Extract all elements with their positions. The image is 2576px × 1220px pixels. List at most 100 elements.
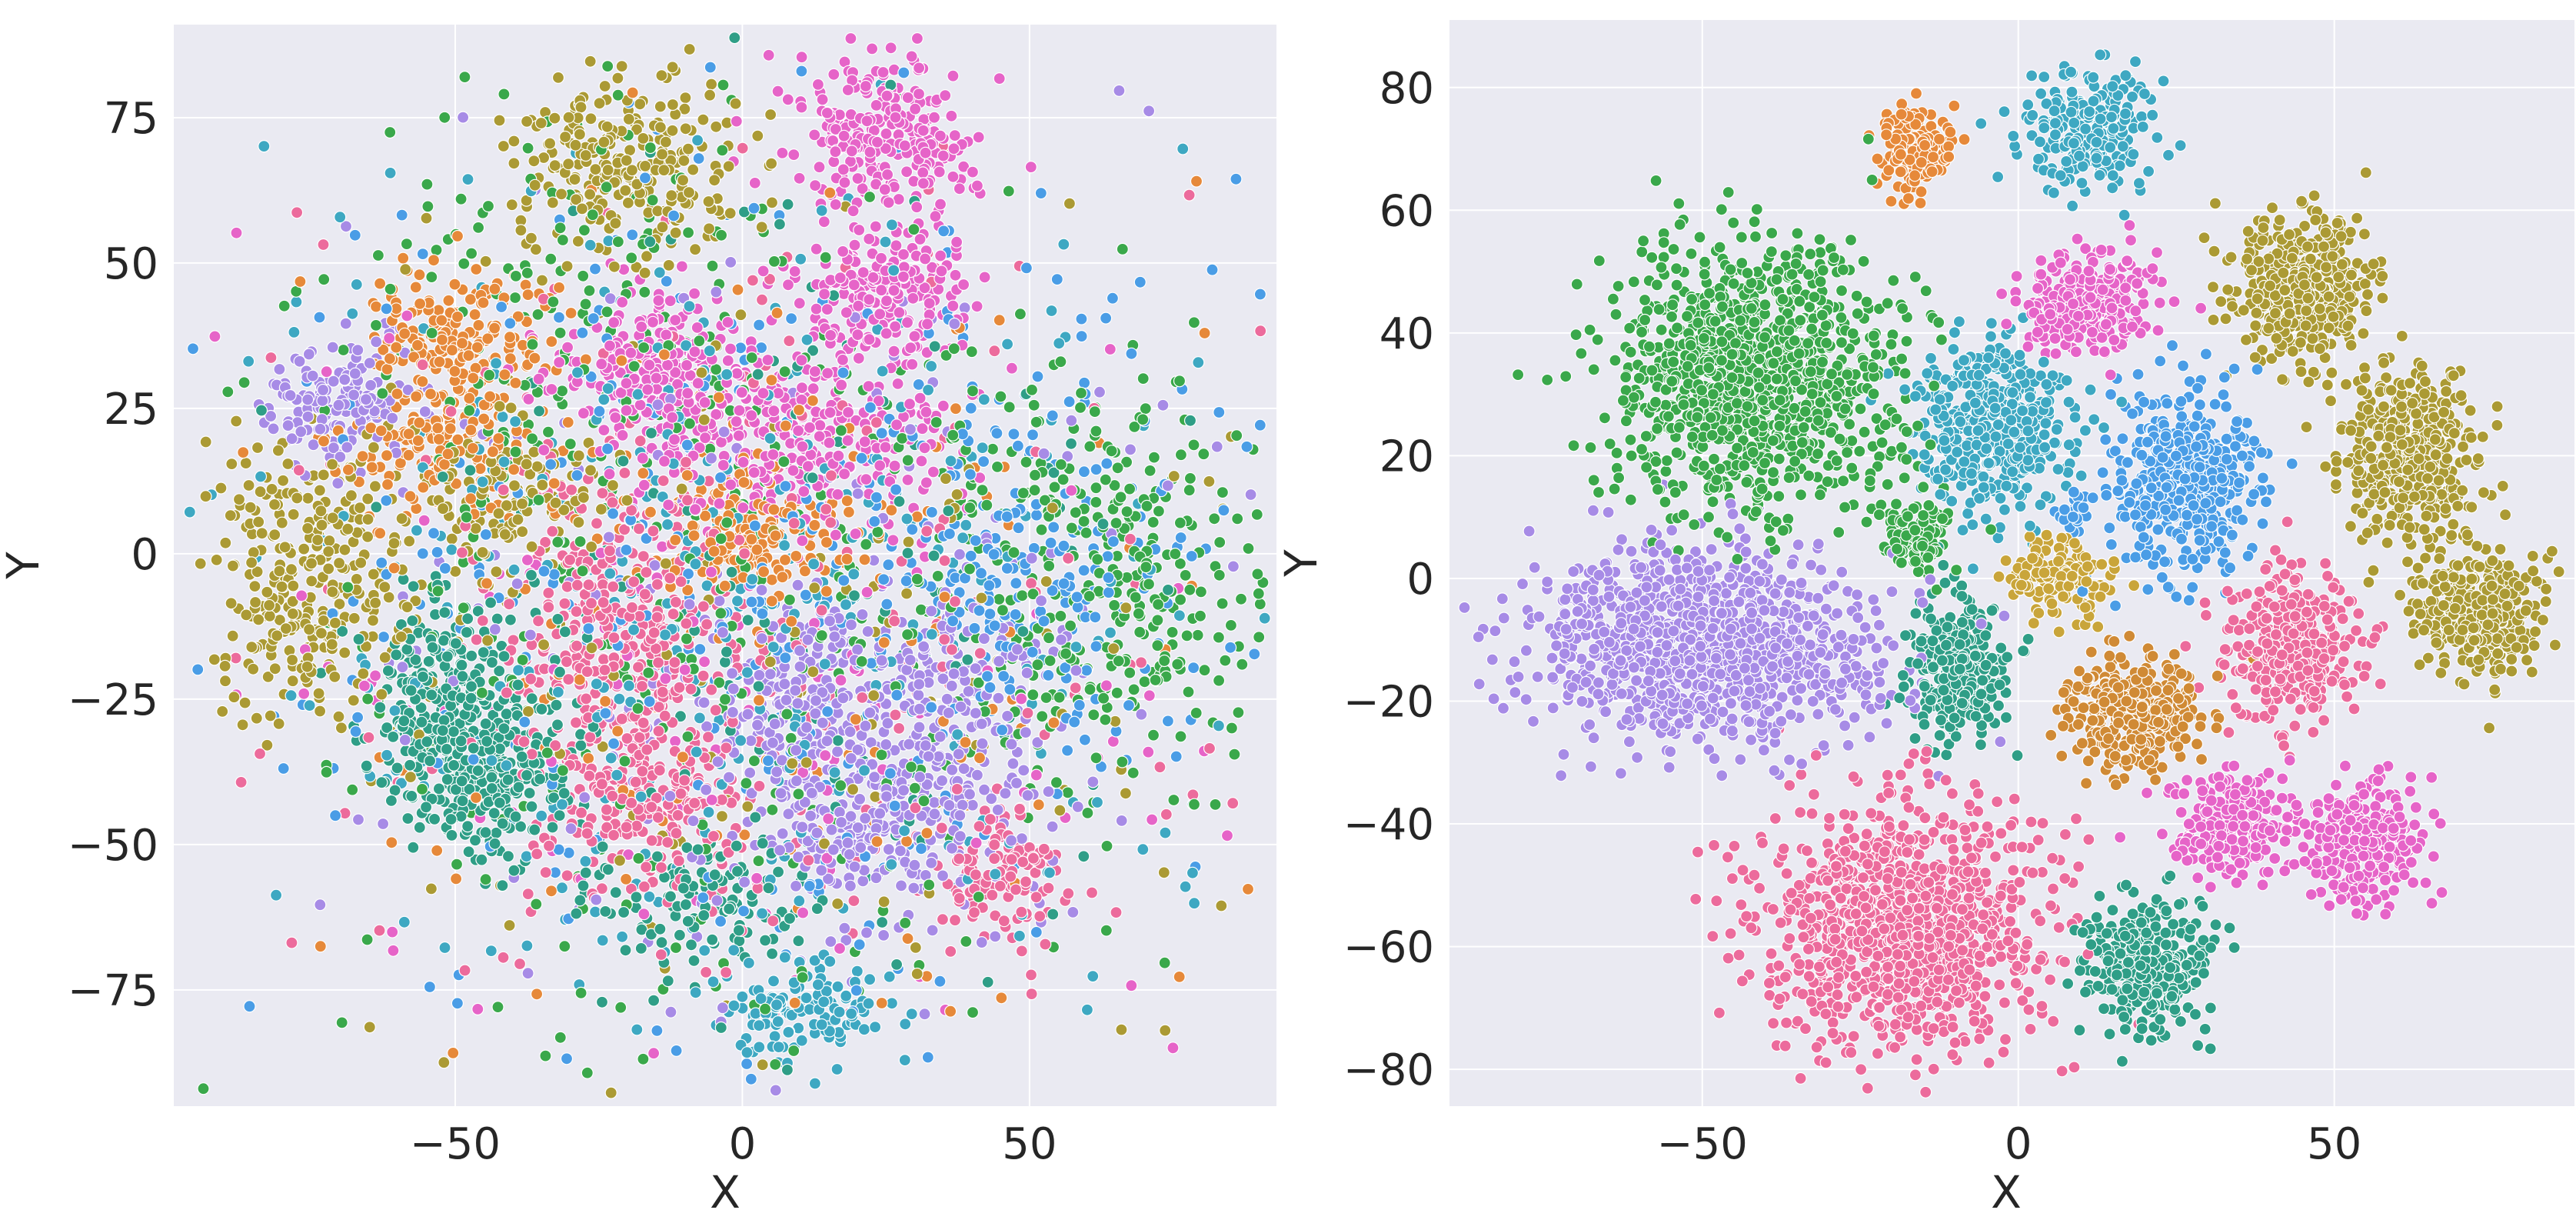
- data-point: [582, 752, 595, 765]
- data-point: [857, 1023, 871, 1036]
- data-point: [910, 32, 924, 45]
- data-point: [1110, 686, 1123, 699]
- data-point: [736, 990, 749, 1003]
- data-point: [974, 567, 988, 580]
- data-point: [937, 225, 950, 238]
- data-point: [1090, 795, 1104, 809]
- data-point: [471, 221, 485, 234]
- data-point: [1253, 418, 1266, 432]
- data-point: [625, 252, 638, 265]
- data-point: [977, 455, 990, 468]
- data-point: [1183, 472, 1197, 485]
- data-point: [918, 1008, 931, 1021]
- data-point: [993, 592, 1006, 606]
- data-point: [769, 1084, 782, 1097]
- data-point: [470, 633, 483, 646]
- data-point: [574, 806, 588, 819]
- data-point: [972, 131, 985, 144]
- data-point: [1025, 987, 1038, 1001]
- data-point: [579, 298, 592, 311]
- data-point: [574, 535, 587, 548]
- data-point: [1212, 674, 1226, 687]
- data-point: [508, 415, 522, 428]
- data-point: [1191, 628, 1204, 642]
- data-point: [564, 822, 577, 835]
- data-point: [191, 663, 205, 676]
- data-point: [831, 980, 844, 993]
- data-point: [731, 595, 744, 608]
- data-point: [380, 494, 393, 507]
- data-point: [1030, 768, 1043, 782]
- data-point: [1090, 495, 1103, 509]
- data-point: [1087, 969, 1100, 983]
- data-point: [992, 692, 1005, 705]
- data-point: [604, 567, 617, 580]
- data-point: [717, 78, 730, 92]
- data-point: [644, 505, 657, 518]
- data-point: [430, 243, 443, 257]
- data-point: [388, 704, 401, 718]
- data-point: [688, 243, 702, 256]
- data-point: [1062, 887, 1075, 900]
- data-point: [346, 307, 359, 320]
- data-point: [1183, 188, 1196, 202]
- data-point: [1186, 866, 1200, 879]
- data-point: [535, 274, 549, 287]
- data-point: [944, 1005, 957, 1018]
- data-point: [849, 712, 862, 726]
- data-point: [497, 951, 510, 964]
- data-point: [611, 88, 624, 102]
- data-point: [464, 247, 478, 260]
- data-point: [535, 809, 548, 822]
- data-point: [751, 718, 764, 732]
- data-point: [251, 441, 265, 455]
- data-point: [509, 269, 523, 282]
- data-point: [701, 618, 714, 631]
- data-point: [1151, 598, 1165, 611]
- data-point: [491, 1000, 504, 1014]
- data-point: [702, 805, 715, 819]
- data-point: [651, 1024, 664, 1038]
- data-point: [730, 115, 743, 128]
- data-point: [553, 808, 566, 822]
- data-point: [664, 890, 677, 903]
- data-point: [1050, 776, 1063, 789]
- data-point: [363, 356, 376, 370]
- data-point: [609, 411, 622, 425]
- data-point: [326, 341, 339, 354]
- data-point: [986, 888, 999, 902]
- data-point: [978, 271, 991, 284]
- data-point: [232, 493, 246, 506]
- data-point: [776, 827, 789, 840]
- data-point: [1226, 560, 1240, 573]
- data-point: [498, 455, 511, 468]
- data-point: [910, 510, 924, 523]
- data-point: [253, 747, 267, 761]
- data-point: [864, 706, 877, 719]
- data-point: [767, 405, 780, 418]
- data-point: [716, 1002, 729, 1015]
- data-point: [1253, 598, 1266, 611]
- data-point: [290, 295, 303, 308]
- data-point: [856, 608, 869, 622]
- data-point: [813, 161, 826, 174]
- data-point: [277, 474, 290, 487]
- data-point: [778, 553, 792, 567]
- data-point: [561, 869, 574, 882]
- data-point: [523, 786, 536, 800]
- data-point: [634, 98, 647, 111]
- data-point: [1042, 882, 1055, 895]
- data-point: [773, 218, 787, 231]
- data-point: [659, 135, 673, 148]
- data-point: [691, 843, 704, 856]
- data-point: [1002, 185, 1015, 198]
- data-point: [604, 292, 617, 305]
- data-point: [901, 546, 914, 560]
- data-point: [604, 752, 617, 765]
- data-point: [216, 705, 229, 718]
- data-point: [451, 997, 464, 1010]
- data-point: [788, 265, 801, 278]
- data-point: [382, 591, 395, 604]
- data-point: [603, 339, 617, 352]
